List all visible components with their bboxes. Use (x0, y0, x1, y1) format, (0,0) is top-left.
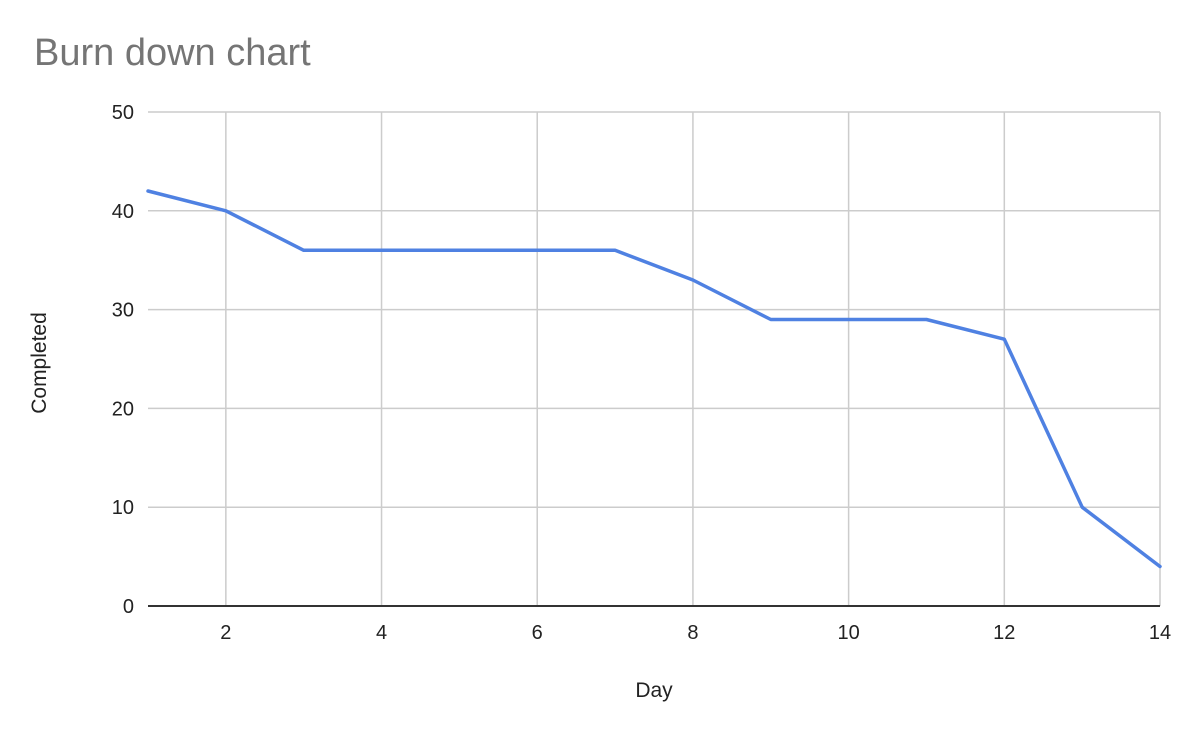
data-point (691, 278, 695, 282)
x-tick-label: 12 (993, 622, 1015, 644)
x-tick-label: 10 (837, 622, 859, 644)
data-point (146, 189, 150, 193)
x-tick-label: 8 (687, 622, 698, 644)
x-tick-label: 4 (376, 622, 387, 644)
y-tick-label: 10 (112, 497, 134, 519)
data-point (1002, 337, 1006, 341)
grid-lines (148, 111, 1161, 606)
x-tick-label: 14 (1149, 622, 1171, 644)
y-tick-label: 0 (123, 596, 134, 618)
data-point (1080, 505, 1084, 509)
data-point (457, 248, 461, 252)
data-point (924, 317, 928, 321)
data-point (535, 248, 539, 252)
data-point (380, 248, 384, 252)
data-point (224, 209, 228, 213)
tick-labels: 0 10 20 30 40 50 2 4 6 8 10 12 14 (112, 102, 1171, 644)
y-tick-label: 30 (112, 300, 134, 322)
y-tick-label: 20 (112, 398, 134, 420)
data-point (302, 248, 306, 252)
y-tick-label: 40 (112, 201, 134, 223)
y-tick-label: 50 (112, 102, 134, 124)
chart-title: Burn down chart (34, 32, 311, 74)
y-axis-title: Completed (28, 312, 51, 414)
data-point (1158, 564, 1162, 568)
x-tick-label: 2 (220, 622, 231, 644)
data-point (613, 248, 617, 252)
x-tick-label: 6 (532, 622, 543, 644)
series-layer (146, 189, 1162, 569)
series-line (146, 189, 1162, 569)
data-point (769, 317, 773, 321)
x-axis-title: Day (635, 679, 673, 702)
data-point (847, 317, 851, 321)
